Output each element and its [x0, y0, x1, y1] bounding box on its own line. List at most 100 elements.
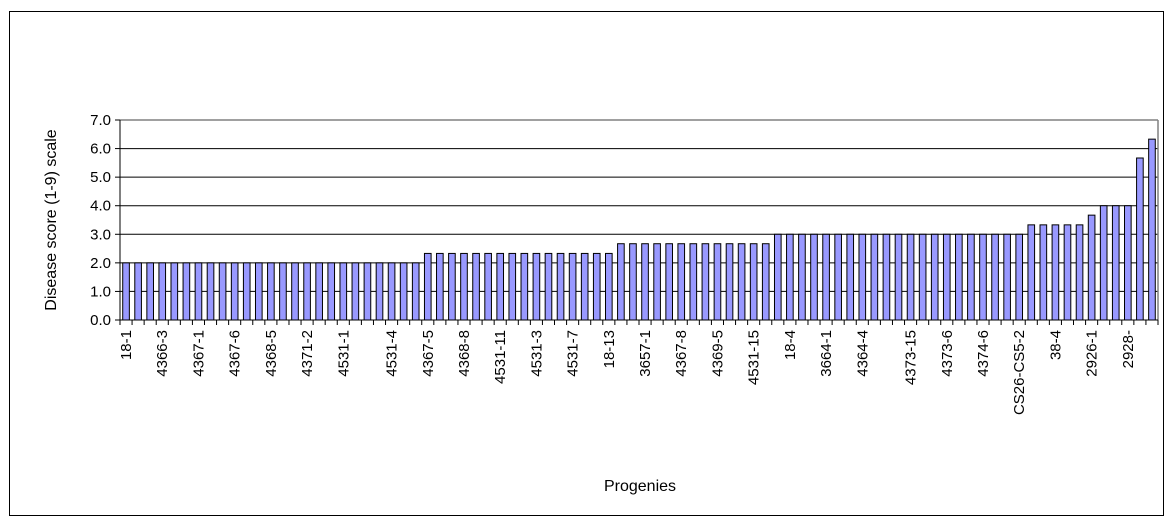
x-tick-label: 18-4	[782, 330, 799, 360]
bar	[834, 233, 842, 321]
bar	[1003, 233, 1011, 321]
bar	[955, 233, 963, 321]
bar	[1124, 205, 1132, 321]
bar	[580, 252, 589, 321]
x-tick-label: 4373-6	[939, 330, 956, 377]
y-tick-label: 6.0	[90, 141, 111, 158]
bar	[701, 243, 710, 321]
bars	[122, 138, 1156, 321]
x-tick-label: 4367-5	[420, 330, 437, 377]
bar	[942, 233, 951, 321]
bar	[629, 243, 637, 321]
x-tick-label: 4373-15	[903, 330, 920, 385]
bar	[194, 262, 203, 321]
bar	[532, 252, 541, 321]
bar	[653, 243, 661, 321]
bar	[773, 233, 782, 321]
x-tick-label: 4531-7	[565, 330, 582, 377]
bar	[122, 262, 130, 321]
bar	[267, 262, 275, 321]
bar	[351, 262, 360, 321]
bar	[1136, 157, 1144, 321]
bar	[134, 262, 142, 321]
x-tick-label: 4531-11	[492, 330, 509, 384]
bar	[1075, 224, 1084, 321]
x-tick-label: 4368-8	[456, 330, 473, 377]
bar	[870, 233, 879, 321]
bar	[423, 252, 432, 321]
x-tick-label: 4368-5	[263, 330, 280, 377]
y-tick-label: 4.0	[90, 198, 111, 215]
bar	[182, 262, 191, 321]
bar	[605, 252, 613, 321]
bar	[363, 262, 372, 321]
x-tick-label: 2928-	[1120, 330, 1137, 368]
bar	[230, 262, 239, 321]
bar	[786, 233, 794, 321]
bar	[254, 262, 263, 321]
x-tick-label: 4367-8	[673, 330, 690, 377]
y-tick-label: 7.0	[90, 112, 111, 129]
x-tick-label: 4531-15	[746, 330, 763, 385]
x-tick-label: 3664-1	[818, 330, 835, 377]
bar	[218, 262, 227, 321]
bar	[1015, 233, 1024, 321]
x-tick-label: 3657-1	[637, 330, 654, 377]
x-tick-label: 4369-5	[709, 330, 726, 377]
bar	[979, 233, 987, 321]
bar	[1111, 205, 1120, 321]
bar	[967, 233, 975, 321]
y-tick-label: 0.0	[90, 312, 111, 329]
bar	[170, 262, 179, 321]
bar	[665, 243, 673, 321]
x-tick-label: 38-4	[1047, 330, 1064, 360]
y-tick-label: 5.0	[90, 169, 111, 186]
x-tick-label: 4364-4	[854, 330, 871, 377]
bar	[930, 233, 939, 321]
x-tick-label: 4374-6	[975, 330, 992, 377]
x-tick-label: 4531-3	[528, 330, 545, 377]
bar	[617, 243, 625, 321]
bar	[399, 262, 408, 321]
bar	[436, 252, 444, 321]
bar	[725, 243, 734, 321]
bar	[484, 252, 492, 321]
y-tick-labels: 0.0 1.0 2.0 3.0 4.0 5.0 6.0 7.0	[90, 112, 111, 329]
y-tick-label: 3.0	[90, 226, 111, 243]
bar	[339, 262, 348, 321]
bar	[846, 233, 855, 321]
bar	[689, 243, 698, 321]
bar	[1027, 224, 1036, 321]
x-tick-label: 4531-1	[335, 330, 352, 377]
bar	[858, 233, 867, 321]
bar	[822, 233, 830, 321]
y-tick-label: 2.0	[90, 255, 111, 272]
bar	[544, 252, 553, 321]
bar	[1039, 224, 1048, 321]
bar	[375, 262, 384, 321]
x-tick-label: 4371-2	[299, 330, 316, 377]
bar	[411, 262, 420, 321]
x-axis-title: Progenies	[604, 478, 676, 495]
bar	[146, 262, 154, 321]
bar	[206, 262, 215, 321]
bar	[315, 262, 323, 321]
bar	[810, 233, 818, 321]
bar	[1099, 205, 1108, 321]
bar	[918, 233, 927, 321]
x-tick-labels: 18-1 4366-3 4367-1 4367-6 4368-5 4371-2 4531-1…	[118, 330, 1137, 415]
bar	[327, 262, 336, 321]
bar	[291, 262, 299, 321]
x-tick-label: 18-1	[118, 330, 135, 360]
bar	[749, 243, 758, 321]
bar	[592, 252, 601, 321]
bar	[641, 243, 649, 321]
bar	[1051, 224, 1060, 321]
y-tick-label: 1.0	[90, 283, 111, 300]
bar	[242, 262, 251, 321]
bar	[713, 243, 722, 321]
bar	[1063, 224, 1072, 321]
x-tick-label: 4367-1	[190, 330, 207, 377]
bar	[1087, 214, 1096, 321]
